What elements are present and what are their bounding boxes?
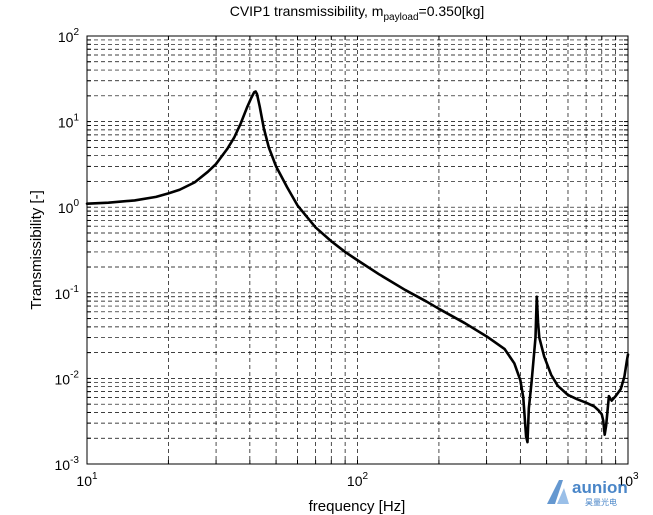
x-tick-label: 103 [617,471,639,489]
x-axis-label: frequency [Hz] [309,498,406,515]
y-tick-exp: -1 [70,284,79,295]
x-tick-label: 102 [347,471,369,489]
y-tick-base: 10 [58,200,74,216]
y-tick-label: 100 [58,198,80,216]
y-tick-base: 10 [58,115,74,131]
y-tick-base: 10 [58,29,74,45]
x-tick-exp: 2 [363,471,369,482]
y-tick-label: 10-1 [55,284,80,302]
transmissibility-curve [85,90,630,444]
x-tick-exp: 1 [92,471,98,482]
watermark-word: aunion [572,478,628,497]
aunion-logo-icon [547,480,569,504]
y-tick-exp: 1 [73,113,79,124]
y-tick-label: 10-2 [55,369,80,387]
y-tick-exp: -3 [70,455,79,466]
y-tick-base: 10 [55,286,71,302]
y-axis-label: Transmissibility [-] [28,190,45,309]
y-tick-base: 10 [55,371,71,387]
title-subscript: payload [383,12,418,23]
y-tick-label: 101 [58,113,80,131]
x-tick-base: 10 [76,473,92,489]
x-tick-labels: 101 102 103 [76,471,639,489]
watermark-sub: 昊量光电 [585,497,617,507]
y-tick-base: 10 [55,457,71,473]
tick-marks [87,36,628,464]
y-tick-label: 102 [58,27,80,45]
x-tick-base: 10 [347,473,363,489]
x-tick-exp: 3 [633,471,639,482]
y-tick-exp: 2 [73,27,79,38]
y-tick-exp: -2 [70,369,79,380]
aunion-watermark: aunion 昊量光电 [547,478,628,507]
y-tick-label: 10-3 [55,455,80,473]
chart-title: CVIP1 transmissibility, mpayload=0.350[k… [230,3,485,23]
grid-lines [87,36,628,464]
x-tick-base: 10 [617,473,633,489]
title-tail: =0.350[kg] [419,3,485,19]
y-tick-exp: 0 [73,198,79,209]
x-tick-label: 101 [76,471,98,489]
title-main: CVIP1 transmissibility, m [230,3,384,19]
